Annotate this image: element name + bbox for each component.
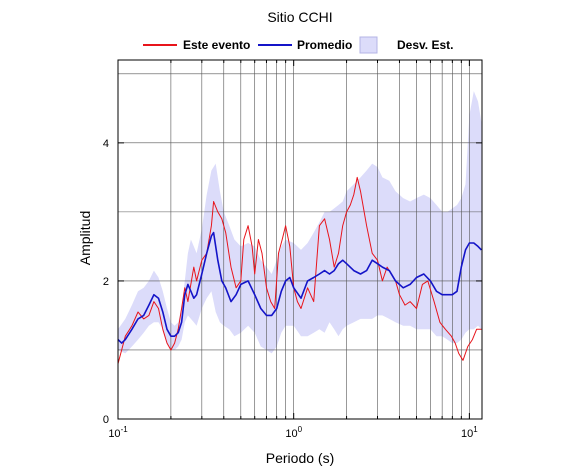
legend-swatch-band [359,36,378,54]
y-axis-label: Amplitud [77,211,93,265]
x-axis-label: Periodo (s) [266,450,334,466]
legend: Este evento Promedio Desv. Est. [143,36,453,54]
x-tick-label: 10-1 [108,425,128,440]
legend-label-event: Este evento [183,38,250,52]
chart-title: Sitio CCHI [267,9,332,25]
x-tick-label: 101 [461,425,478,440]
x-tick-label: 100 [285,425,302,440]
series-line-mean [117,231,482,344]
y-tick-label: 4 [103,138,109,150]
std-band-area [118,91,482,354]
y-tick-label: 0 [103,414,109,426]
legend-label-mean: Promedio [297,38,352,52]
series-line-event [117,176,482,364]
legend-label-band: Desv. Est. [397,38,453,52]
plot-frame [117,59,483,420]
y-tick-label: 2 [103,276,109,288]
